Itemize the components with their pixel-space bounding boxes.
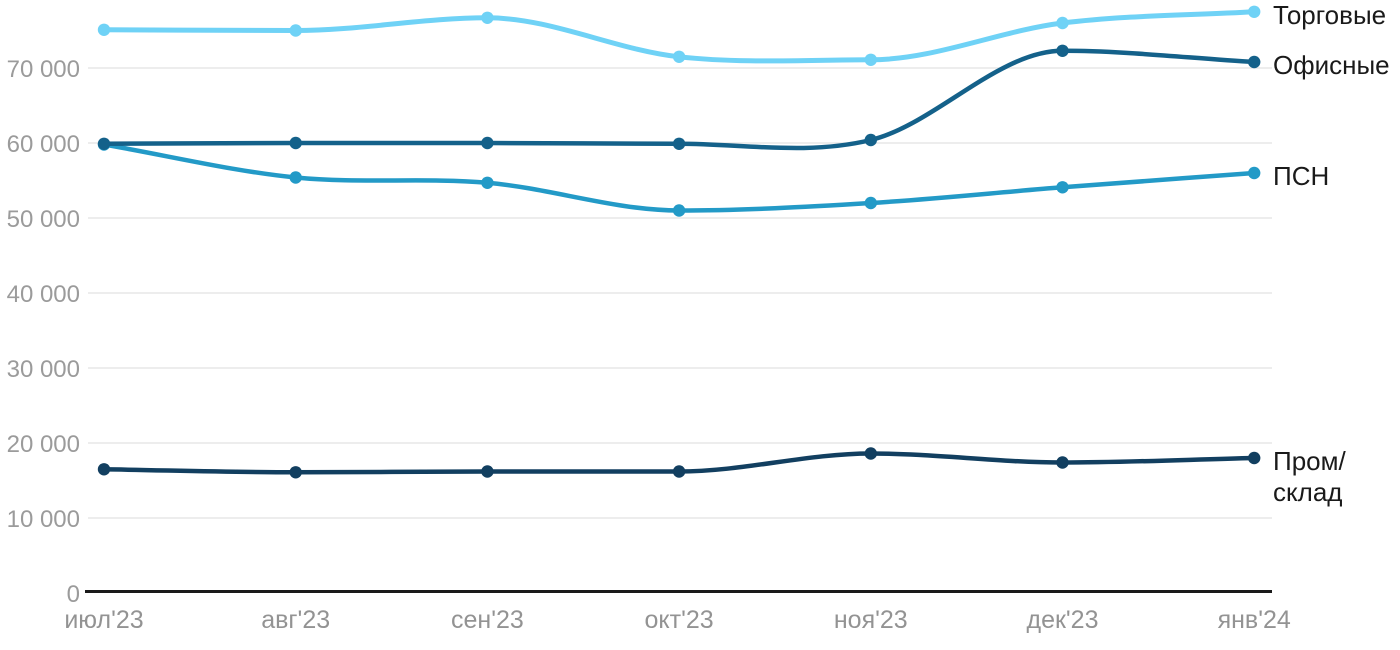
y-axis-tick-label: 70 000 [7, 56, 80, 83]
data-point-prom-sklad[interactable] [864, 447, 877, 460]
data-point-torgovye[interactable] [864, 53, 877, 66]
y-axis-tick-label: 30 000 [7, 356, 80, 383]
x-axis-tick-label: ноя'23 [834, 606, 908, 634]
x-axis-tick-label: июл'23 [64, 606, 143, 634]
y-axis-tick-label: 40 000 [7, 281, 80, 308]
data-point-psn[interactable] [864, 196, 877, 210]
series-label-prom-sklad: склад [1273, 477, 1342, 507]
data-point-psn[interactable] [672, 204, 686, 217]
data-point-prom-sklad[interactable] [97, 463, 111, 476]
y-axis-tick-label: 10 000 [7, 506, 80, 533]
series-label-psn: ПСН [1273, 161, 1329, 191]
series-label-torgovye: Торговые [1273, 0, 1386, 30]
data-point-ofisnye[interactable] [1248, 55, 1261, 69]
data-point-psn[interactable] [1056, 181, 1069, 194]
data-point-psn[interactable] [1248, 166, 1261, 180]
y-axis-tick-label: 0 [67, 581, 80, 608]
data-point-torgovye[interactable] [289, 24, 302, 37]
data-point-torgovye[interactable] [1248, 5, 1261, 18]
data-point-psn[interactable] [481, 176, 494, 189]
data-point-prom-sklad[interactable] [481, 465, 494, 478]
x-axis-tick-label: дек'23 [1026, 606, 1098, 634]
x-axis-tick-label: янв'24 [1218, 606, 1291, 634]
y-axis-tick-label: 50 000 [7, 206, 80, 233]
x-axis-tick-label: авг'23 [261, 606, 330, 634]
data-point-ofisnye[interactable] [97, 137, 111, 150]
data-point-torgovye[interactable] [672, 50, 686, 63]
data-point-prom-sklad[interactable] [1248, 451, 1261, 465]
data-point-prom-sklad[interactable] [672, 465, 686, 478]
data-point-psn[interactable] [289, 171, 302, 184]
data-point-ofisnye[interactable] [289, 136, 302, 150]
data-point-ofisnye[interactable] [672, 137, 686, 150]
data-point-torgovye[interactable] [1056, 16, 1069, 30]
data-point-prom-sklad[interactable] [289, 466, 302, 479]
series-line-ofisnye [101, 48, 1257, 151]
data-point-ofisnye[interactable] [1056, 44, 1069, 57]
series-label-ofisnye: Офисные [1273, 50, 1390, 80]
data-point-torgovye[interactable] [97, 23, 111, 36]
data-point-ofisnye[interactable] [864, 133, 877, 147]
x-axis-tick-label: окт'23 [645, 606, 714, 634]
data-point-prom-sklad[interactable] [1056, 456, 1069, 469]
y-axis-tick-label: 60 000 [7, 131, 80, 158]
series-label-prom-sklad: Пром/ [1273, 446, 1346, 476]
data-point-torgovye[interactable] [481, 11, 494, 24]
x-axis-tick-label: сен'23 [451, 606, 524, 634]
data-point-ofisnye[interactable] [481, 136, 494, 150]
series-line-psn [101, 142, 1257, 213]
y-axis-tick-label: 20 000 [7, 431, 80, 458]
